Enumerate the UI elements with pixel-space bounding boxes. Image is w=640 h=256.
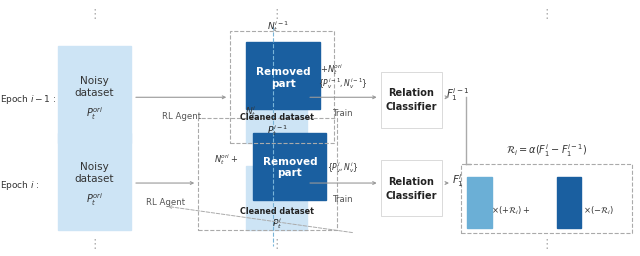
Text: ⋮: ⋮ [540,8,553,20]
Text: Relation: Relation [388,177,434,187]
Text: ⋮: ⋮ [271,8,284,20]
Text: Epoch $i$ :: Epoch $i$ : [0,179,40,192]
Text: Cleaned dataset: Cleaned dataset [240,113,314,122]
Text: Train: Train [333,195,353,204]
Text: $+N_t^{ori}$: $+N_t^{ori}$ [321,62,344,77]
Text: $P_t^{i-1}$: $P_t^{i-1}$ [267,123,287,137]
Text: RL Agent: RL Agent [161,112,201,121]
Text: $\{P_v^{i}, N_v^{i}\}$: $\{P_v^{i}, N_v^{i}\}$ [327,160,359,175]
Text: Classifier: Classifier [385,102,437,112]
Text: $N_t^{ori}+$: $N_t^{ori}+$ [214,153,238,167]
Text: $\times (-\mathcal{R}_i)$: $\times (-\mathcal{R}_i)$ [583,205,614,217]
Text: Removed
part: Removed part [256,67,311,89]
Text: Noisy
dataset: Noisy dataset [75,162,114,184]
Text: Classifier: Classifier [385,191,437,201]
Text: $F_1^{i}$: $F_1^{i}$ [452,172,463,189]
Text: Noisy
dataset: Noisy dataset [75,76,114,98]
FancyBboxPatch shape [246,166,307,230]
Text: Train: Train [333,109,353,119]
FancyBboxPatch shape [246,42,320,109]
Text: $P_t^{ori}$: $P_t^{ori}$ [86,105,103,122]
Text: Relation: Relation [388,88,434,98]
Text: ⋮: ⋮ [271,238,284,251]
FancyBboxPatch shape [246,79,307,143]
Text: Epoch $i-1$ :: Epoch $i-1$ : [0,93,56,106]
Text: $F_1^{i-1}$: $F_1^{i-1}$ [446,86,469,103]
Text: Cleaned dataset: Cleaned dataset [240,207,314,216]
FancyBboxPatch shape [58,133,131,230]
Text: $N_t^{i}$: $N_t^{i}$ [245,104,257,119]
Text: Removed
part: Removed part [262,157,317,178]
Text: ⋮: ⋮ [88,8,101,20]
FancyBboxPatch shape [58,46,131,143]
FancyBboxPatch shape [557,177,581,228]
Text: $\{P_v^{i-1}, N_v^{i-1}\}$: $\{P_v^{i-1}, N_v^{i-1}\}$ [318,76,368,91]
Text: $P_t^{i}$: $P_t^{i}$ [272,216,282,231]
Text: ⋮: ⋮ [540,238,553,251]
Text: $\times (+\mathcal{R}_i) +$: $\times (+\mathcal{R}_i) +$ [491,205,531,217]
Text: $N_t^{i-1}$: $N_t^{i-1}$ [267,19,290,34]
Text: $\mathcal{R}_i = \alpha(F_1^{i} - F_1^{i-1})$: $\mathcal{R}_i = \alpha(F_1^{i} - F_1^{i… [506,143,587,159]
Text: RL Agent: RL Agent [145,198,185,207]
FancyBboxPatch shape [381,160,442,216]
FancyBboxPatch shape [381,72,442,128]
FancyBboxPatch shape [467,177,492,228]
FancyBboxPatch shape [253,133,326,200]
Text: $P_t^{ori}$: $P_t^{ori}$ [86,191,103,208]
Text: ⋮: ⋮ [88,238,101,251]
